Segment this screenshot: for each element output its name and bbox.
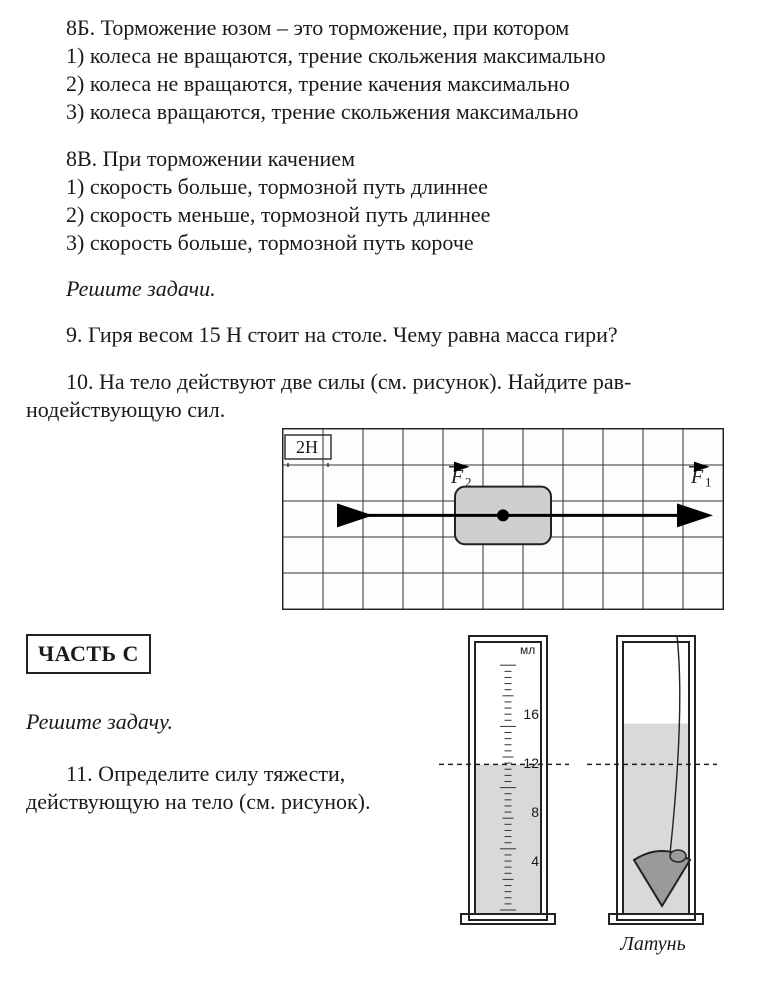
svg-text:2H: 2H <box>296 437 318 457</box>
q8v-opt1: 1) скорость больше, тормозной путь длинн… <box>26 173 742 201</box>
svg-text:F: F <box>450 466 464 488</box>
svg-text:16: 16 <box>523 706 539 722</box>
q8b-opt3: 3) колеса вращаются, трение скольжения м… <box>26 98 742 126</box>
q8v-opt2: 2) скорость меньше, тормозной путь длинн… <box>26 201 742 229</box>
solve-label: Решите задачи. <box>26 275 742 303</box>
svg-text:мл: мл <box>520 643 535 657</box>
solve-one-label: Решите задачу. <box>26 708 406 736</box>
q11-line2: действующую на тело (см. рисунок). <box>26 788 406 816</box>
cylinders-diagram: 16 12 8 4 мл Латунь <box>418 628 738 958</box>
q10-line2: нодействующую сил. <box>26 396 742 424</box>
q10-line1: 10. На тело действуют две силы (см. рису… <box>26 368 742 396</box>
q11-line1: 11. Определите силу тяжести, <box>26 760 406 788</box>
q9: 9. Гиря весом 15 Н стоит на столе. Чему … <box>26 321 742 349</box>
section-c-header: ЧАСТЬ С <box>26 634 151 674</box>
svg-text:4: 4 <box>531 853 539 869</box>
q8b-opt2: 2) колеса не вращаются, трение качения м… <box>26 70 742 98</box>
svg-text:1: 1 <box>705 474 712 489</box>
q8b-title: 8Б. Торможение юзом – это торможение, пр… <box>26 14 742 42</box>
svg-text:2: 2 <box>465 474 472 489</box>
force-diagram: 2H F2F1 <box>282 428 724 610</box>
q8v-title: 8В. При торможении качением <box>26 145 742 173</box>
svg-text:F: F <box>690 466 704 488</box>
q8v-opt3: 3) скорость больше, тормозной путь короч… <box>26 229 742 257</box>
svg-text:12: 12 <box>523 755 539 771</box>
q8b-opt1: 1) колеса не вращаются, трение скольжени… <box>26 42 742 70</box>
material-label: Латунь <box>620 932 685 958</box>
svg-text:8: 8 <box>531 804 539 820</box>
